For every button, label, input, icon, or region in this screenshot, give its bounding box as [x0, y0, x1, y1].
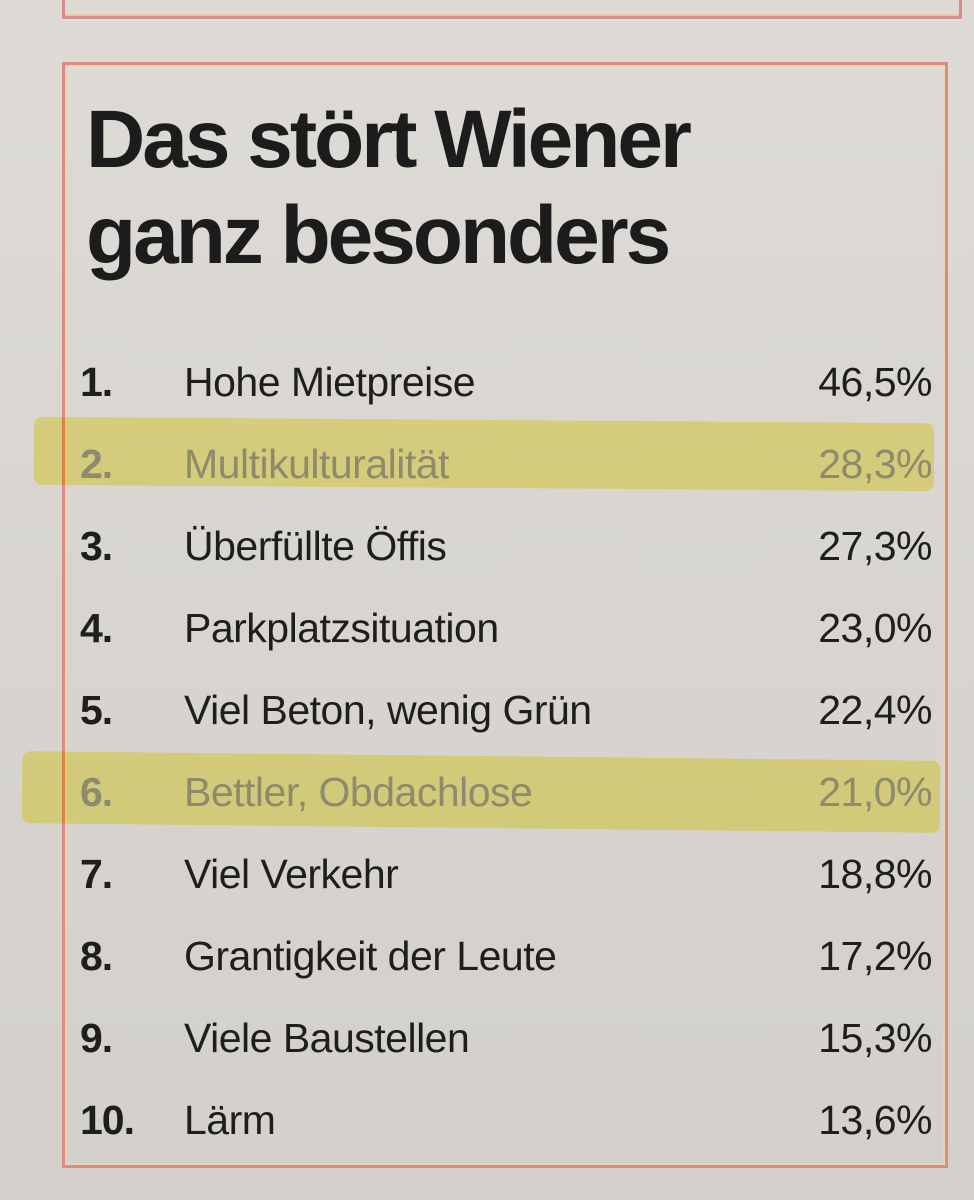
item-label: Hohe Mietpreise: [184, 359, 476, 405]
item-label: Viel Verkehr: [184, 851, 399, 897]
item-label: Überfüllte Öffis: [184, 523, 447, 569]
item-rank: 9.: [80, 1015, 113, 1061]
infobox-title: Das stört Wiener ganz besonders: [86, 92, 926, 284]
item-rank: 3.: [80, 523, 113, 569]
list-item: 9. Viele Baustellen 15,3%: [74, 999, 944, 1081]
item-percentage: 18,8%: [818, 851, 932, 897]
item-label: Grantigkeit der Leute: [184, 933, 557, 979]
item-rank: 1.: [80, 359, 113, 405]
item-label: Bettler, Obdachlose: [184, 769, 533, 815]
item-percentage: 21,0%: [818, 769, 932, 815]
list-item: 1. Hohe Mietpreise 46,5%: [74, 343, 944, 425]
list-item: 8. Grantigkeit der Leute 17,2%: [74, 917, 944, 999]
item-label: Multikulturalität: [184, 441, 449, 487]
ranking-list: 1. Hohe Mietpreise 46,5% 2. Multikultura…: [74, 343, 944, 1163]
list-item: 4. Parkplatzsituation 23,0%: [74, 589, 944, 671]
item-rank: 8.: [80, 933, 113, 979]
item-percentage: 27,3%: [818, 523, 932, 569]
list-item: 5. Viel Beton, wenig Grün 22,4%: [74, 671, 944, 753]
item-rank: 7.: [80, 851, 113, 897]
title-line-2: ganz besonders: [86, 190, 671, 281]
list-item: 10. Lärm 13,6%: [74, 1081, 944, 1163]
item-rank: 10.: [80, 1097, 135, 1143]
item-percentage: 28,3%: [818, 441, 932, 487]
item-label: Viel Beton, wenig Grün: [184, 687, 592, 733]
item-percentage: 13,6%: [818, 1097, 932, 1143]
item-percentage: 15,3%: [818, 1015, 932, 1061]
previous-article-frame: [62, 0, 962, 19]
item-rank: 5.: [80, 687, 113, 733]
item-rank: 6.: [80, 769, 113, 815]
item-label: Parkplatzsituation: [184, 605, 499, 651]
infobox-frame: [62, 62, 948, 1168]
item-rank: 4.: [80, 605, 113, 651]
item-rank: 2.: [80, 441, 113, 487]
item-percentage: 46,5%: [818, 359, 932, 405]
item-label: Lärm: [184, 1097, 276, 1143]
list-item-highlighted: 2. Multikulturalität 28,3%: [74, 425, 944, 507]
item-percentage: 22,4%: [818, 687, 932, 733]
list-item: 3. Überfüllte Öffis 27,3%: [74, 507, 944, 589]
title-line-1: Das stört Wiener: [86, 94, 692, 185]
item-label: Viele Baustellen: [184, 1015, 470, 1061]
item-percentage: 23,0%: [818, 605, 932, 651]
list-item: 7. Viel Verkehr 18,8%: [74, 835, 944, 917]
list-item-highlighted: 6. Bettler, Obdachlose 21,0%: [74, 753, 944, 835]
item-percentage: 17,2%: [818, 933, 932, 979]
